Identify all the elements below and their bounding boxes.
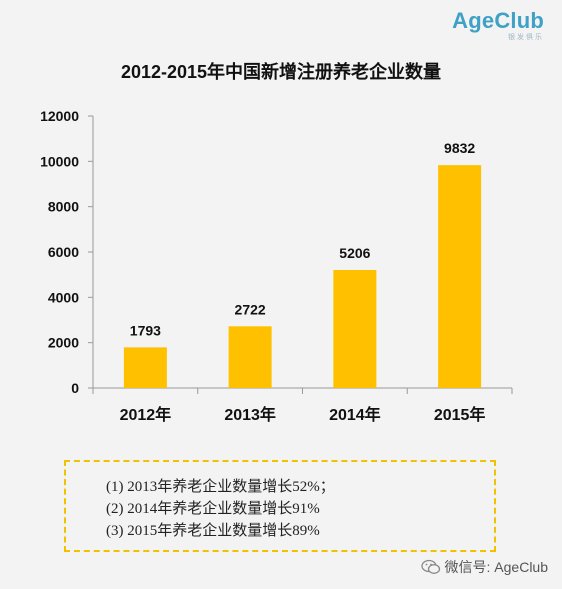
x-category-label: 2015年 [434,405,486,424]
bar [123,347,167,388]
y-tick-label: 6000 [48,244,79,260]
note-line-2: (2) 2014年养老企业数量增长91% [106,501,320,517]
y-tick-label: 2000 [48,335,79,351]
note-line-1: (1) 2013年养老企业数量增长52%； [106,479,335,495]
note-line-3: (3) 2015年养老企业数量增长89% [106,523,320,539]
brand-logo: AgeClub 银发俱乐 [452,8,544,42]
notes-box: (1) 2013年养老企业数量增长52%； (2) 2014年养老企业数量增长9… [64,460,496,552]
data-label: 1793 [130,322,161,338]
wechat-icon [420,559,440,574]
y-tick-label: 8000 [48,199,79,215]
y-tick-label: 4000 [48,289,79,305]
y-tick-label: 12000 [40,108,79,124]
x-category-label: 2014年 [329,405,381,424]
x-category-label: 2013年 [224,405,276,424]
y-tick-label: 0 [71,380,79,396]
bar-chart: 0 2000 4000 6000 8000 10000 12000 1793 2012年 2722… [40,108,513,424]
chart-title: 2012-2015年中国新增注册养老企业数量 [120,62,442,82]
wechat-footer: 微信号: AgeClub [420,557,548,577]
bar [228,326,272,388]
y-tick-label: 10000 [40,153,79,169]
logo-text: AgeClub [452,8,544,33]
data-label: 5206 [339,245,370,261]
data-label: 2722 [235,301,266,317]
bar [438,165,482,388]
logo-subtitle: 银发俱乐 [508,34,544,41]
data-label: 9832 [444,140,475,156]
x-category-label: 2012年 [120,405,172,424]
bar [333,269,377,388]
wechat-id: 微信号: AgeClub [444,559,548,575]
